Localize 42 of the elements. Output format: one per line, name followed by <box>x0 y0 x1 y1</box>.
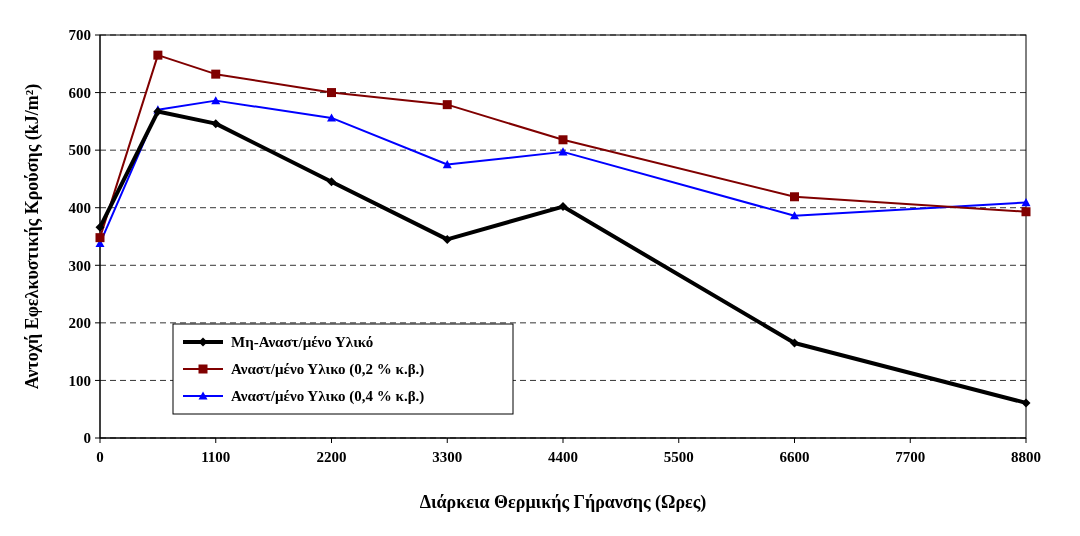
point <box>790 192 799 202</box>
legend-label: Μη-Αναστ/μένο Υλικό <box>231 334 374 351</box>
x-tick-label: 2200 <box>316 449 347 465</box>
point <box>1021 207 1031 217</box>
point <box>558 202 568 212</box>
point <box>211 69 221 79</box>
y-tick-label: 600 <box>68 84 91 101</box>
x-tick-label: 4400 <box>548 449 578 465</box>
y-tick-label: 100 <box>68 372 91 389</box>
y-tick-label: 400 <box>68 199 91 216</box>
y-tick-label: 500 <box>68 142 91 159</box>
point <box>95 222 105 232</box>
y-axis-title: Αντοχή Εφελκυστικής Κρούσης (kJ/m²) <box>22 83 43 390</box>
point <box>442 100 452 110</box>
point <box>790 338 799 348</box>
x-axis-title: Διάρκεια Θερμικής Γήρανσης (Ωρες) <box>419 492 707 513</box>
point <box>558 135 568 145</box>
point <box>442 234 452 244</box>
x-tick-label: 1100 <box>201 449 231 465</box>
x-tick-label: 5500 <box>663 449 694 465</box>
point <box>1021 198 1031 207</box>
point <box>327 113 336 122</box>
y-tick-label: 0 <box>83 430 91 447</box>
point <box>327 88 336 98</box>
legend-label: Αναστ/μένο Υλικο (0,4 % κ.β.) <box>231 388 425 406</box>
point <box>95 233 105 243</box>
x-tick-label: 8800 <box>1011 449 1041 465</box>
point <box>790 211 799 220</box>
point <box>327 177 336 187</box>
point <box>153 50 163 60</box>
point <box>211 96 221 105</box>
y-tick-label: 300 <box>68 257 91 274</box>
x-tick-label: 0 <box>96 449 104 465</box>
x-tick-label: 7700 <box>895 449 926 465</box>
x-tick-label: 3300 <box>432 449 463 465</box>
legend-label: Αναστ/μένο Υλικο (0,2 % κ.β.) <box>231 361 425 379</box>
y-tick-label: 200 <box>68 315 91 332</box>
y-tick-label: 700 <box>68 27 91 44</box>
point <box>442 160 452 169</box>
x-tick-label: 6600 <box>779 449 810 465</box>
point <box>211 119 221 129</box>
point <box>1021 398 1031 408</box>
